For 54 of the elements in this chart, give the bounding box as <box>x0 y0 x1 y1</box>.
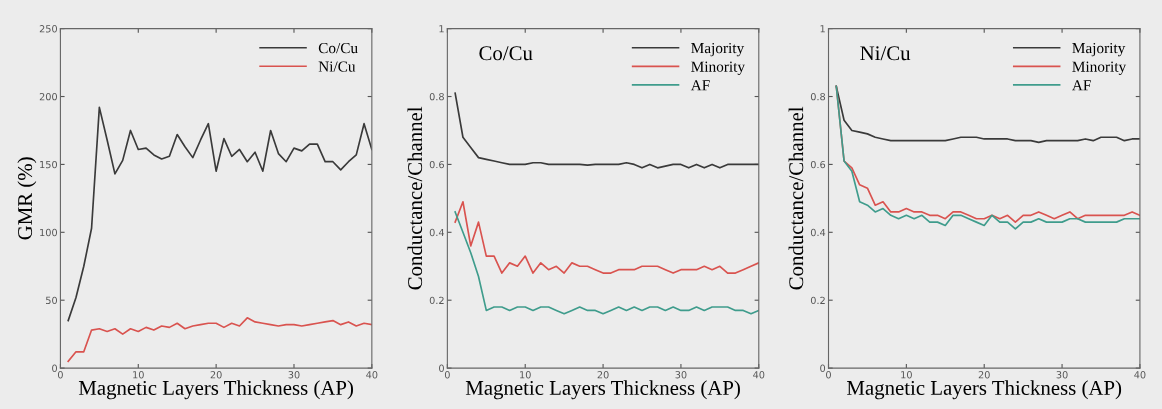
legend-label: Co/Cu <box>318 42 358 54</box>
legend-label: Minority <box>1072 61 1127 75</box>
y-tick-label: 0.8 <box>429 93 444 101</box>
y-tick-label: 0.2 <box>810 296 825 305</box>
x-tick-label: 10 <box>901 371 912 379</box>
line-series <box>67 106 372 322</box>
x-tick-label: 10 <box>520 371 531 379</box>
line-series <box>67 317 372 363</box>
y-tick-label: 0 <box>820 364 826 372</box>
y-tick-label: 0.4 <box>810 228 826 237</box>
x-tick-label: 40 <box>1134 371 1146 379</box>
legend-label: Minority <box>691 61 745 75</box>
y-tick-label: 200 <box>39 93 57 101</box>
y-tick-label: 0.2 <box>429 296 444 305</box>
legend-label: Majority <box>1072 42 1126 57</box>
x-axis-title: Magnetic Layers Thickness (AP) <box>847 380 1122 400</box>
y-tick-label: 1 <box>820 25 825 33</box>
line-series <box>454 92 759 169</box>
line-series <box>454 200 759 274</box>
text: Ni/Cu <box>860 46 911 61</box>
x-tick-label: 20 <box>597 371 609 379</box>
x-tick-label: 30 <box>288 371 300 379</box>
y-tick-label: 0.6 <box>810 160 826 169</box>
y-tick-label: 0.6 <box>429 160 444 169</box>
legend-label: AF <box>1072 80 1091 91</box>
x-tick-label: 20 <box>978 371 990 379</box>
y-axis-title: GMR (%) <box>17 157 37 240</box>
y-axis-title: Conductance/Channel <box>788 106 804 290</box>
y-tick-label: 50 <box>46 296 57 305</box>
y-tick-label: 250 <box>39 25 57 33</box>
y-tick-label: 0 <box>52 364 57 372</box>
legend-label: AF <box>690 80 710 91</box>
line-series <box>454 211 759 315</box>
x-tick-label: 30 <box>675 371 687 379</box>
x-tick-label: 40 <box>753 371 765 379</box>
y-tick-label: 1 <box>439 25 444 33</box>
x-tick-label: 10 <box>133 371 144 379</box>
x-tick-label: 30 <box>1056 371 1068 379</box>
text: Co/Cu <box>479 46 533 61</box>
y-tick-label: 150 <box>40 160 57 169</box>
legend-label: Ni/Cu <box>318 61 356 72</box>
x-axis-title: Magnetic Layers Thickness (AP) <box>465 380 740 400</box>
y-tick-label: 0.8 <box>810 93 826 101</box>
x-tick-label: 40 <box>366 371 378 379</box>
y-tick-label: 0 <box>439 364 444 372</box>
y-axis-title: Conductance/Channel <box>407 106 423 290</box>
x-tick-label: 0 <box>444 371 450 379</box>
y-tick-label: 0.4 <box>429 228 445 237</box>
legend-label: Majority <box>691 42 745 57</box>
x-axis-title: Magnetic Layers Thickness (AP) <box>78 380 354 400</box>
x-tick-label: 20 <box>210 371 222 379</box>
x-tick-label: 0 <box>57 371 63 379</box>
x-tick-label: 0 <box>826 371 831 379</box>
y-tick-label: 100 <box>40 228 57 237</box>
